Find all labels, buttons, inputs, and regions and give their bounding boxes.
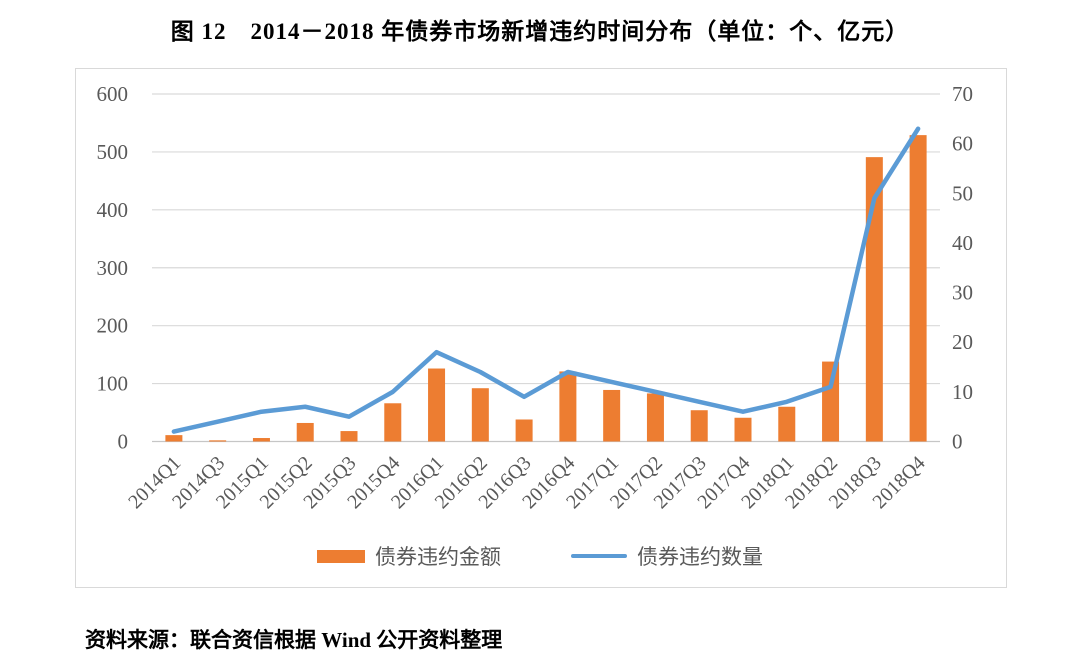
- legend-line-swatch: [571, 554, 627, 558]
- left-axis-tick-label: 200: [97, 314, 129, 338]
- bar: [646, 393, 664, 442]
- right-axis-tick-label: 70: [952, 82, 973, 106]
- right-axis-tick-label: 10: [952, 380, 973, 404]
- bar: [822, 361, 840, 442]
- bar: [165, 435, 183, 442]
- left-axis-tick-label: 300: [97, 256, 129, 280]
- bar: [778, 406, 796, 442]
- bar: [471, 388, 489, 442]
- right-axis-tick-label: 20: [952, 330, 973, 354]
- chart-legend: 债券违约金额 债券违约数量: [0, 541, 1080, 571]
- bar: [209, 440, 227, 442]
- legend-label: 债券违约数量: [637, 545, 763, 569]
- right-axis-tick-label: 60: [952, 132, 973, 156]
- bar: [690, 410, 708, 442]
- bar: [909, 135, 927, 442]
- chart-frame: [75, 68, 1007, 588]
- right-axis-tick-label: 40: [952, 231, 973, 255]
- bar: [559, 371, 577, 442]
- left-axis-tick-label: 500: [97, 140, 129, 164]
- bar: [734, 417, 752, 442]
- bar: [252, 438, 270, 442]
- bar: [603, 389, 621, 442]
- right-axis-tick-label: 0: [952, 430, 963, 454]
- chart-title: 图 12 2014－2018 年债券市场新增违约时间分布（单位：个、亿元）: [170, 19, 910, 44]
- left-axis-tick-label: 600: [97, 82, 129, 106]
- legend-item: 债券违约数量: [571, 541, 763, 571]
- bar: [428, 368, 446, 442]
- bar: [340, 431, 358, 442]
- bar: [296, 422, 314, 442]
- legend-bar-swatch: [317, 549, 365, 563]
- left-axis-tick-label: 0: [118, 430, 129, 454]
- bar: [865, 157, 883, 442]
- line-series: [171, 126, 921, 434]
- source-note: 资料来源：联合资信根据 Wind 公开资料整理: [85, 628, 503, 652]
- left-axis-tick-label: 100: [97, 372, 129, 396]
- legend-item: 债券违约金额: [317, 541, 501, 571]
- legend-label: 债券违约金额: [375, 545, 501, 569]
- right-axis-tick-label: 30: [952, 281, 973, 305]
- right-axis-tick-label: 50: [952, 181, 973, 205]
- bar: [515, 419, 533, 442]
- bar: [384, 403, 402, 442]
- left-axis-tick-label: 400: [97, 198, 129, 222]
